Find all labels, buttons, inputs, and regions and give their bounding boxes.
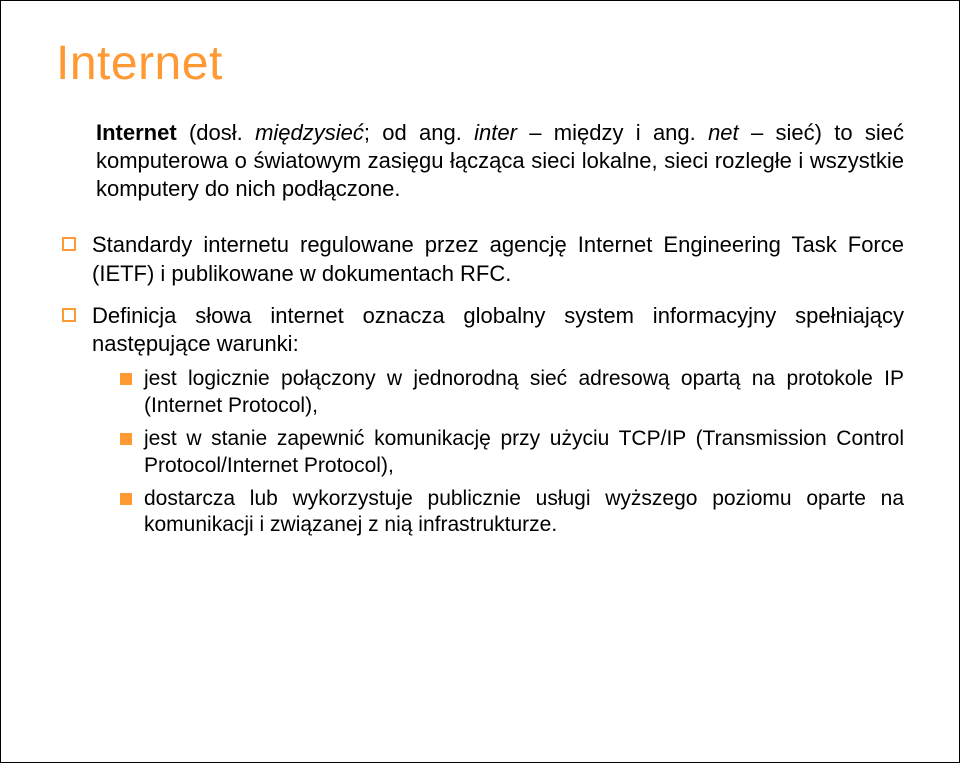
intro-italic3: net [708, 120, 739, 145]
intro-paren1: (dosł. [177, 120, 255, 145]
sub-bullet-text: jest logicznie połączony w jednorodną si… [144, 367, 904, 417]
intro-italic1: międzysieć [255, 120, 364, 145]
intro-italic2: inter [474, 120, 517, 145]
intro-dash: – między i ang. [517, 120, 708, 145]
bullet-text: Standardy internetu regulowane przez age… [92, 232, 904, 285]
intro-paragraph: Internet (dosł. międzysieć; od ang. inte… [96, 119, 904, 203]
sub-bullet-item: jest w stanie zapewnić komunikację przy … [116, 426, 904, 480]
bullet-item: Standardy internetu regulowane przez age… [56, 231, 904, 287]
sub-bullet-item: jest logicznie połączony w jednorodną si… [116, 366, 904, 420]
page-title: Internet [56, 36, 904, 91]
intro-lead: Internet [96, 120, 177, 145]
intro-paren2: ; od ang. [364, 120, 474, 145]
sub-bullet-text: jest w stanie zapewnić komunikację przy … [144, 427, 904, 477]
sub-bullet-text: dostarcza lub wykorzystuje publicznie us… [144, 487, 904, 537]
sub-bullet-item: dostarcza lub wykorzystuje publicznie us… [116, 486, 904, 540]
bullet-item: Definicja słowa internet oznacza globaln… [56, 302, 904, 540]
sub-bullet-list: jest logicznie połączony w jednorodną si… [92, 366, 904, 539]
slide-page: Internet Internet (dosł. międzysieć; od … [0, 0, 960, 763]
main-bullet-list: Standardy internetu regulowane przez age… [56, 231, 904, 539]
bullet-text: Definicja słowa internet oznacza globaln… [92, 303, 904, 356]
